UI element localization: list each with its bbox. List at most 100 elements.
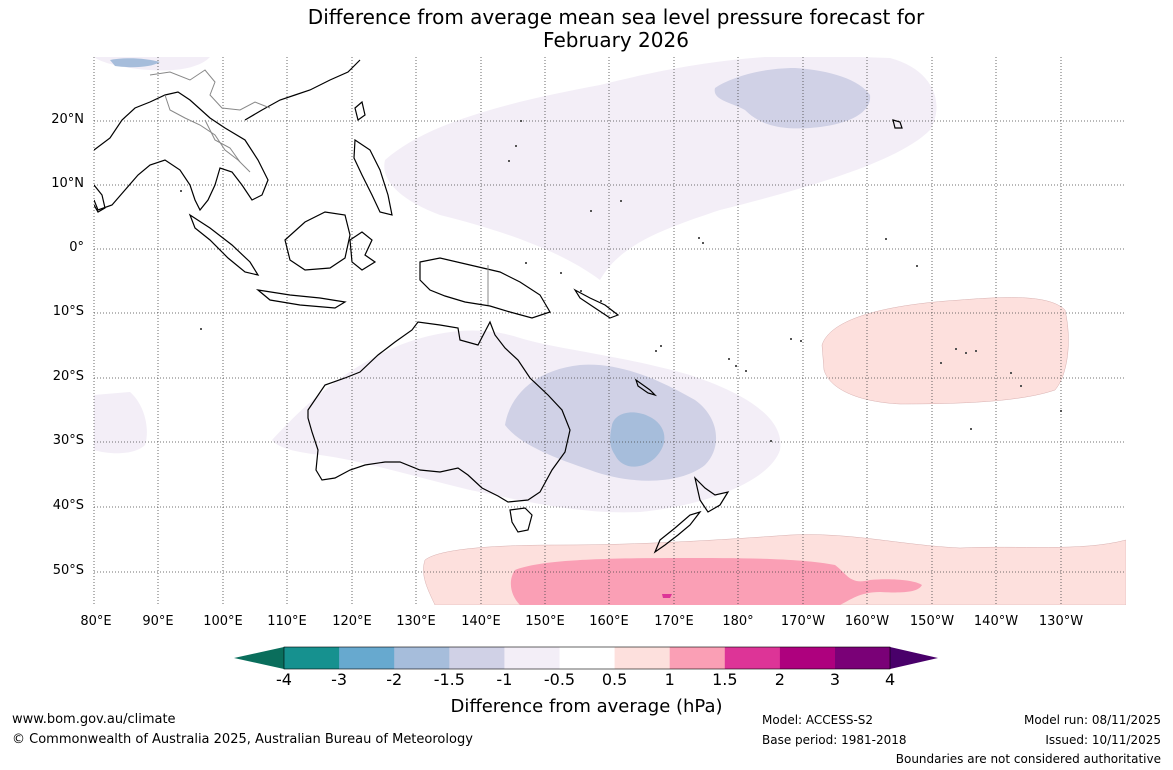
website-link[interactable]: www.bom.gov.au/climate bbox=[12, 712, 176, 727]
coastline-sumatra bbox=[188, 213, 260, 276]
pacific-islands bbox=[180, 120, 1062, 442]
anomaly-region-small-magenta bbox=[662, 594, 672, 598]
map-title-line2: February 2026 bbox=[543, 28, 689, 52]
colorbar-cell bbox=[724, 647, 781, 669]
anomaly-region-tasman-core bbox=[610, 412, 665, 467]
coastline-tasmania bbox=[509, 507, 533, 533]
base-period: Base period: 1981-2018 bbox=[762, 733, 907, 747]
latitude-label: 20°S bbox=[52, 369, 84, 384]
anomaly-shading bbox=[94, 57, 1126, 605]
coastline-hawaii bbox=[892, 119, 903, 129]
colorbar-tick: 2 bbox=[774, 670, 785, 689]
island bbox=[1060, 410, 1062, 412]
colorbar-tick: 1 bbox=[664, 670, 675, 689]
colorbar-over-triangle bbox=[890, 647, 938, 669]
colorbar bbox=[234, 646, 938, 670]
island bbox=[600, 300, 602, 302]
graticule bbox=[93, 57, 1126, 605]
longitude-label: 180° bbox=[722, 614, 754, 629]
island bbox=[515, 145, 517, 147]
island bbox=[655, 350, 657, 352]
colorbar-label: Difference from average (hPa) bbox=[450, 696, 723, 717]
coastline-new-caledonia bbox=[634, 378, 658, 397]
coastline-java bbox=[255, 289, 347, 309]
anomaly-region-southern-ocean-core bbox=[510, 558, 922, 605]
colorbar-cell bbox=[614, 647, 671, 669]
island bbox=[965, 352, 967, 354]
colorbar-under-triangle bbox=[234, 647, 284, 669]
latitude-label: 20°N bbox=[51, 112, 84, 127]
latitude-label: 30°S bbox=[52, 433, 84, 448]
island bbox=[940, 362, 942, 364]
colorbar-tick: -1 bbox=[496, 670, 513, 689]
island bbox=[1010, 372, 1012, 374]
longitude-label: 80°E bbox=[80, 614, 112, 629]
anomaly-region-china bbox=[110, 58, 160, 68]
island bbox=[525, 262, 527, 264]
island bbox=[702, 242, 704, 244]
colorbar-tick: -3 bbox=[331, 670, 348, 689]
island bbox=[790, 338, 792, 340]
colorbar-cell bbox=[394, 647, 450, 669]
colorbar-cell bbox=[835, 647, 891, 669]
island bbox=[885, 238, 887, 240]
longitude-label: 100°E bbox=[203, 614, 243, 629]
coastline-new-zealand-south bbox=[653, 510, 702, 554]
issued-date: Issued: 10/11/2025 bbox=[1045, 733, 1161, 747]
island bbox=[745, 370, 747, 372]
longitude-label: 150°E bbox=[525, 614, 565, 629]
coastline-new-zealand-north bbox=[693, 476, 730, 513]
island bbox=[180, 190, 182, 192]
colorbar-cell bbox=[504, 647, 560, 669]
island bbox=[770, 440, 772, 442]
colorbar-tick: 1.5 bbox=[712, 670, 738, 689]
island bbox=[580, 290, 582, 292]
anomaly-region-tasman bbox=[505, 364, 717, 481]
latitude-label: 10°N bbox=[51, 176, 84, 191]
longitude-label: 150°W bbox=[909, 614, 955, 629]
longitude-label: 140°E bbox=[461, 614, 501, 629]
coastlines bbox=[94, 59, 903, 554]
colorbar-cell bbox=[779, 647, 836, 669]
island bbox=[975, 350, 977, 352]
island bbox=[970, 428, 972, 430]
longitude-label: 170°E bbox=[654, 614, 694, 629]
model-run-date: Model run: 08/11/2025 bbox=[1023, 713, 1161, 727]
coastline-philippines bbox=[353, 138, 393, 216]
longitude-label: 140°W bbox=[973, 614, 1019, 629]
island bbox=[800, 340, 802, 342]
longitude-label: 120°E bbox=[332, 614, 372, 629]
island bbox=[955, 348, 957, 350]
colorbar-cell bbox=[669, 647, 726, 669]
colorbar-tick: -2 bbox=[386, 670, 403, 689]
island bbox=[590, 210, 592, 212]
longitude-label: 130°W bbox=[1038, 614, 1084, 629]
coastline-taiwan bbox=[354, 100, 366, 122]
island bbox=[728, 358, 730, 360]
colorbar-tick: 3 bbox=[829, 670, 841, 689]
island bbox=[508, 160, 510, 162]
longitude-label: 110°E bbox=[267, 614, 307, 629]
coastline-new-guinea bbox=[419, 257, 551, 319]
map-title-line1: Difference from average mean sea level p… bbox=[307, 5, 925, 29]
island bbox=[520, 120, 522, 122]
latitude-label: 40°S bbox=[52, 498, 84, 513]
coastline-solomon bbox=[573, 288, 620, 319]
colorbar-cell bbox=[559, 647, 616, 669]
coastline-sulawesi bbox=[349, 231, 377, 271]
colorbar-tick: -0.5 bbox=[543, 670, 576, 689]
anomaly-region-west-indian bbox=[94, 392, 147, 454]
longitude-label: 160°E bbox=[589, 614, 629, 629]
island bbox=[660, 345, 662, 347]
latitude-label: 50°S bbox=[52, 563, 84, 578]
copyright-text: © Commonwealth of Australia 2025, Austra… bbox=[12, 732, 473, 747]
colorbar-tick: -4 bbox=[276, 670, 292, 689]
model-name: Model: ACCESS-S2 bbox=[762, 713, 874, 727]
coastline-indochina bbox=[244, 59, 361, 121]
colorbar-cell bbox=[284, 647, 340, 669]
colorbar-cell bbox=[449, 647, 505, 669]
latitude-label: 0° bbox=[69, 240, 84, 255]
colorbar-tick: -1.5 bbox=[433, 670, 465, 689]
latitude-label: 10°S bbox=[52, 304, 84, 319]
coastline-borneo bbox=[284, 211, 351, 271]
